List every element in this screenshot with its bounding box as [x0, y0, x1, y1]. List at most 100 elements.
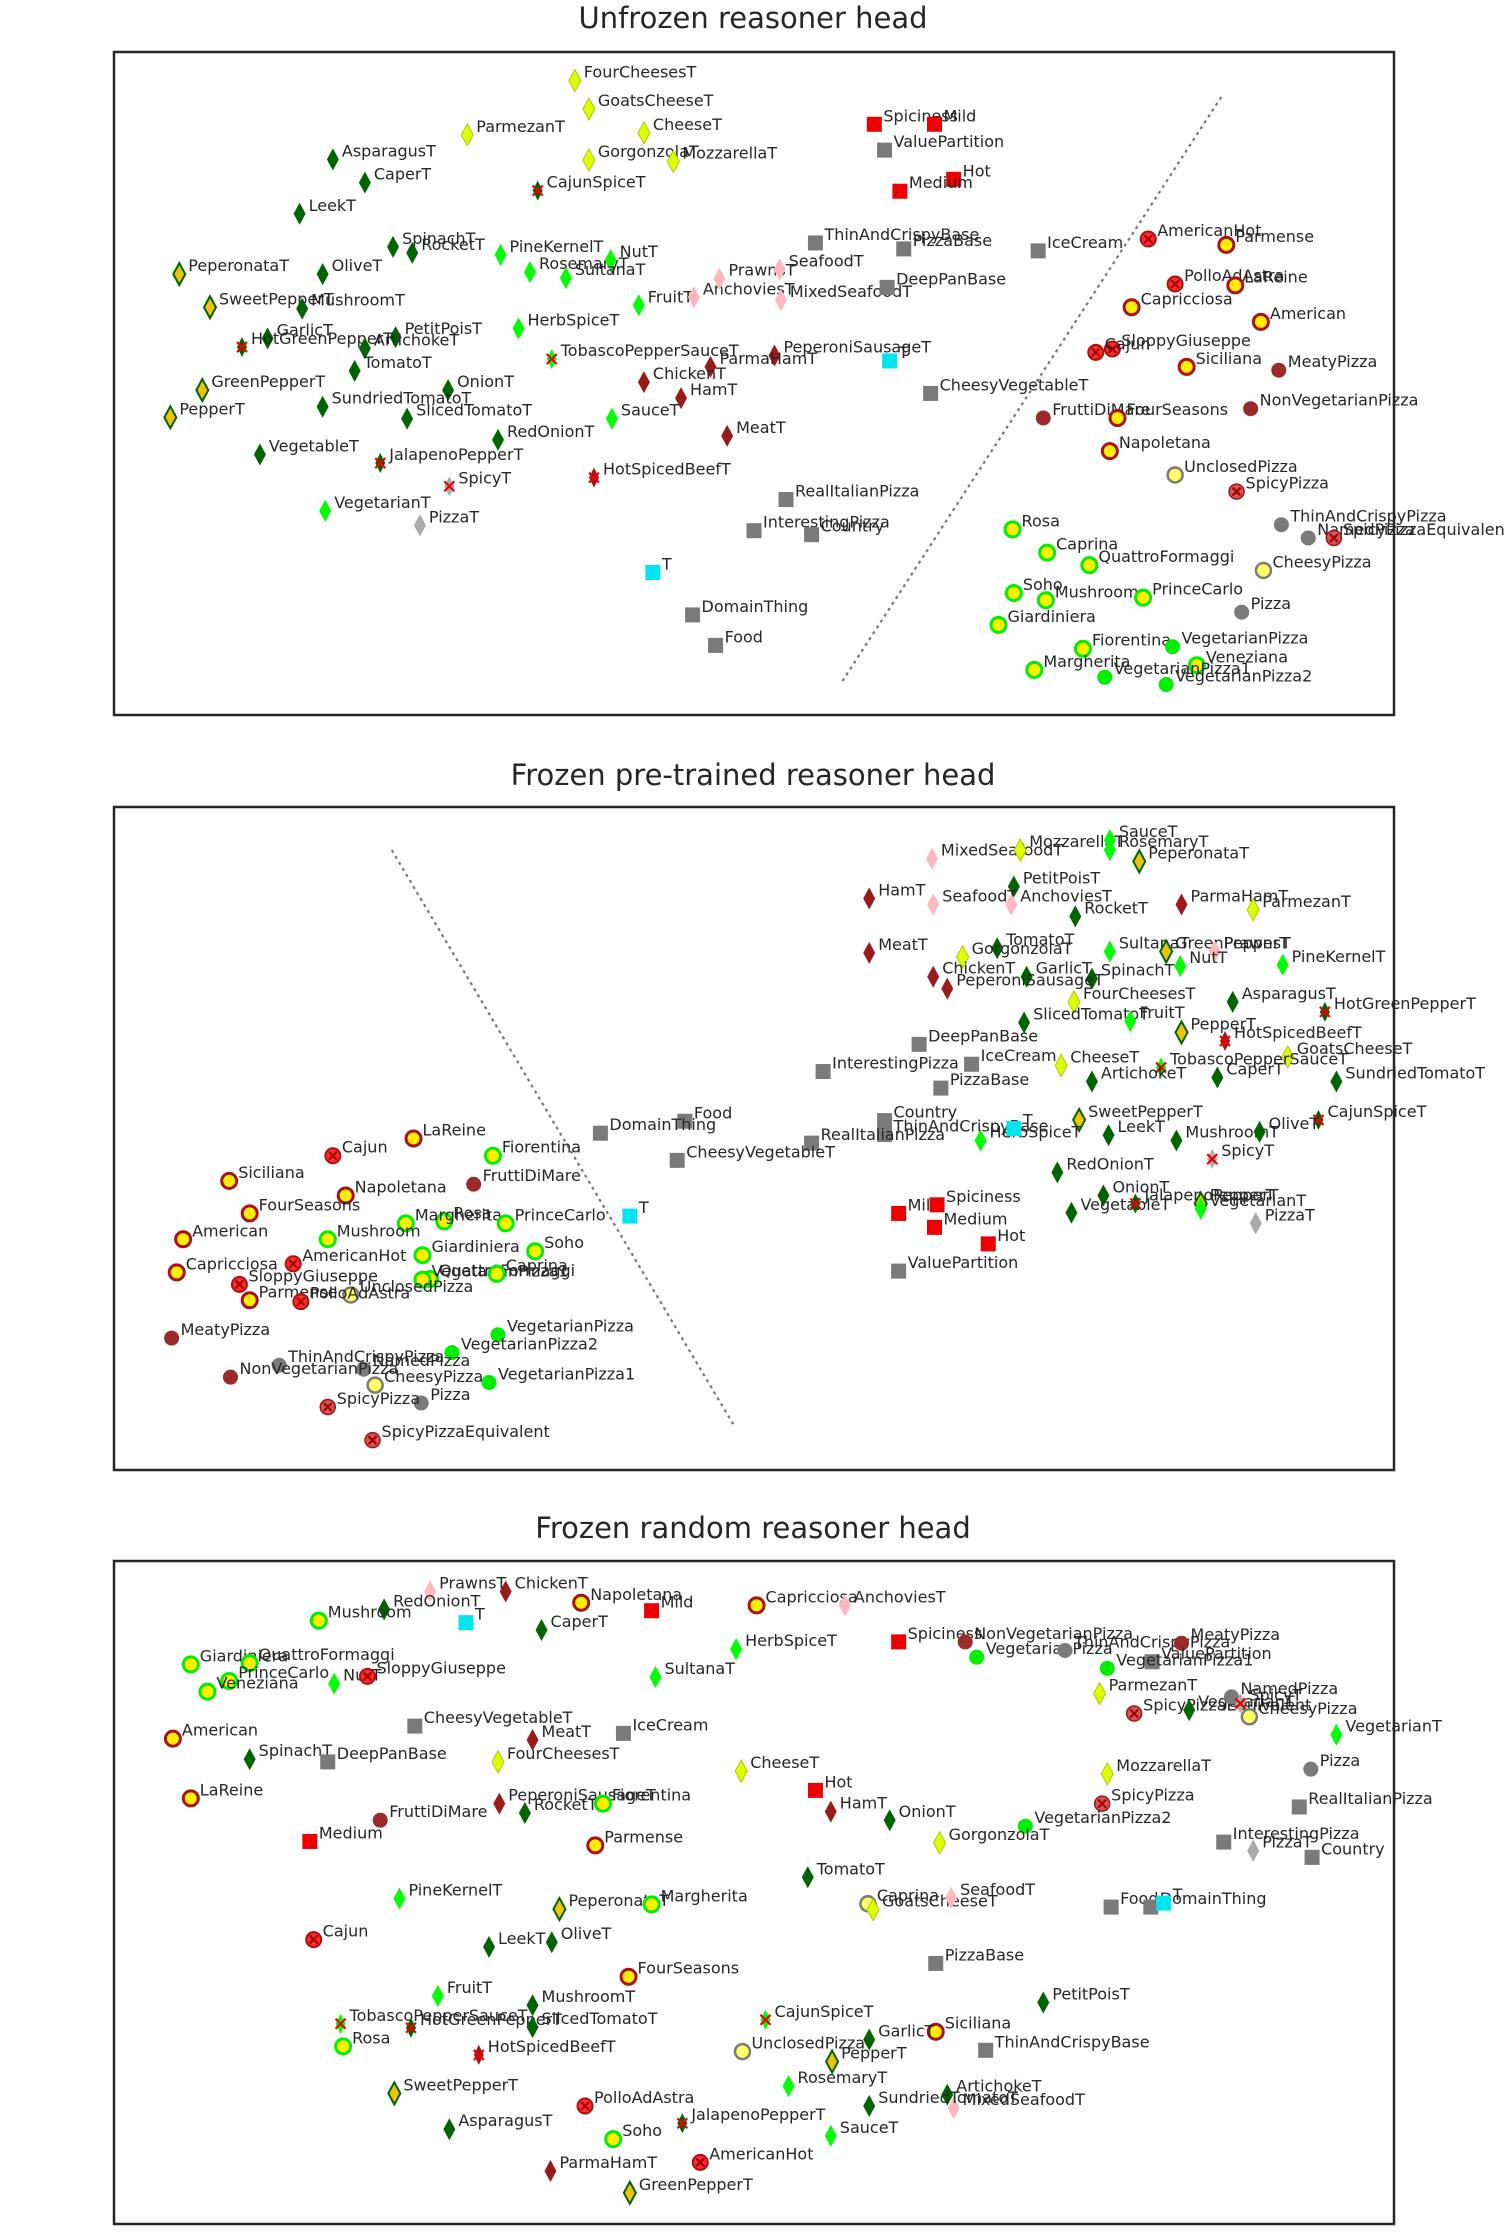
scatter-point: ValuePartition [877, 132, 1004, 158]
point-label: QuattroFormaggi [259, 1645, 395, 1664]
point-label: LeekT [1118, 1117, 1166, 1136]
diamond-marker [296, 297, 309, 320]
point-label: RocketT [534, 1795, 598, 1814]
circle-marker [220, 1171, 239, 1190]
point-label: AsparagusT [458, 2111, 552, 2130]
diamond-marker [605, 407, 618, 430]
scatter-point: Cajun [324, 1138, 388, 1165]
cross-marker [1319, 1001, 1331, 1022]
diamond-marker [535, 1618, 548, 1641]
point-label: PizzaT [1262, 1833, 1312, 1852]
point-label: MushroomT [311, 291, 405, 310]
point-label: UnclosedPizza [1184, 457, 1298, 476]
scatter-point: FourCheesesT [1067, 984, 1196, 1014]
square-marker [933, 1080, 949, 1096]
circle-marker [1139, 230, 1157, 248]
circle-marker [1017, 1818, 1033, 1834]
point-label: Cajun [323, 1922, 369, 1941]
scatter-point: VegetarianT [1183, 1692, 1295, 1722]
point-label: QuattroFormaggi [439, 1261, 575, 1280]
diamond-marker [773, 258, 786, 281]
scatter-point: CheesyVegetableT [669, 1142, 835, 1168]
circle-marker [324, 1147, 342, 1165]
point-label: Napoletana [590, 1585, 682, 1604]
scatter-point: Food [677, 1103, 732, 1129]
point-label: VegetarianT [1198, 1692, 1295, 1711]
scatter-point: MeatyPizza [164, 1320, 270, 1346]
scatter-point: LeekT [293, 196, 356, 225]
point-label: ParmaHamT [1191, 886, 1289, 905]
point-label: Country [894, 1103, 958, 1122]
diamond-marker [604, 249, 617, 272]
circle-marker [1087, 343, 1105, 361]
point-label: PolloAdAstra [594, 2088, 694, 2107]
point-label: Mild [661, 1593, 694, 1612]
point-label: OnionT [457, 372, 514, 391]
circle-marker [1251, 312, 1270, 331]
diamond-marker [518, 1801, 531, 1824]
point-label: PepperT [179, 399, 245, 418]
circle-marker [1165, 639, 1181, 655]
scatter-point: MozzarellaT [1100, 1756, 1211, 1786]
scatter-point: Fiorentina [1073, 631, 1171, 658]
scatter-point: OnionT [883, 1802, 956, 1832]
scatter-point: QuattroFormaggi [1080, 547, 1234, 575]
circle-marker [1234, 604, 1250, 620]
scatter-point: ThinAndCrispyBase [807, 225, 979, 251]
scatter-point: Parmense [1217, 227, 1314, 254]
scatter-point: PizzaT [1249, 1205, 1315, 1235]
scatter-point: GorgonzolaT [933, 1825, 1050, 1855]
point-label: InterestingPizza [763, 513, 890, 532]
scatter-point: T [1006, 1111, 1033, 1137]
point-label: IceCream [632, 1715, 708, 1734]
point-label: AmericanHot [1157, 221, 1261, 240]
scatter-point: TobascoPepperSauceT [1155, 1050, 1348, 1078]
point-label: CheeseT [1070, 1048, 1139, 1067]
cross-marker [588, 467, 600, 488]
scatter-point: SloppyGiuseppe [1103, 331, 1251, 358]
point-label: TobascoPepperSauceT [560, 341, 739, 360]
point-label: FruttiDiMare [1052, 400, 1150, 419]
scatter-point: American [163, 1721, 258, 1748]
point-label: DomainThing [702, 597, 809, 616]
point-label: OliveT [561, 1924, 612, 1943]
scatter-point: Pizza [1303, 1751, 1360, 1777]
diamond-marker [1174, 955, 1187, 978]
scatter-point: SundriedTomatoT [863, 2088, 1018, 2117]
point-label: VegetarianT [1345, 1717, 1442, 1736]
diamond-marker [1253, 1120, 1266, 1143]
scatter-point: SpicyT [1206, 1141, 1274, 1170]
scatter-point: RosemaryT [782, 2068, 887, 2098]
point-label: HotSpicedBeefT [1234, 1023, 1362, 1042]
point-label: HerbSpiceT [745, 1631, 837, 1650]
scatter-point: VegetarianT [1330, 1717, 1442, 1746]
scatter-point: VegetableT [1065, 1195, 1171, 1224]
diamond-marker [1069, 905, 1082, 928]
diamond-marker [838, 1594, 851, 1617]
point-label: SpicyT [458, 468, 511, 487]
circle-marker [926, 2022, 945, 2041]
circle-marker [576, 2097, 594, 2115]
point-label: VegetarianPizza2 [1175, 667, 1312, 686]
point-label: ThinAndCrispyBase [823, 225, 979, 244]
scatter-point: VegetarianT [319, 493, 431, 522]
scatter-point: DeepPanBase [879, 269, 1006, 295]
cross-marker [236, 337, 248, 358]
scatter-point: Caprina [1038, 535, 1118, 562]
diamond-marker [1226, 990, 1239, 1013]
diamond-marker [1276, 953, 1289, 976]
scatter-point: Parmense [240, 1282, 337, 1310]
point-label: MeatT [542, 1722, 592, 1741]
circle-marker [444, 1345, 460, 1361]
diamond-marker [526, 1729, 539, 1752]
point-label: Rosa [453, 1203, 491, 1222]
point-label: VegetarianPizza2 [1034, 1808, 1171, 1827]
scatter-point: Cajun [305, 1922, 369, 1949]
point-label: MeatyPizza [1191, 1625, 1281, 1644]
scatter-point: AmericanHot [691, 2144, 813, 2171]
point-label: SpicyPizza [1246, 474, 1329, 493]
point-label: Hot [824, 1772, 852, 1791]
point-label: RedOnionT [393, 1591, 481, 1610]
scatter-point: TobascoPepperSauceT [545, 341, 739, 369]
scatter-point: PeperoniSausageT [941, 971, 1104, 1000]
